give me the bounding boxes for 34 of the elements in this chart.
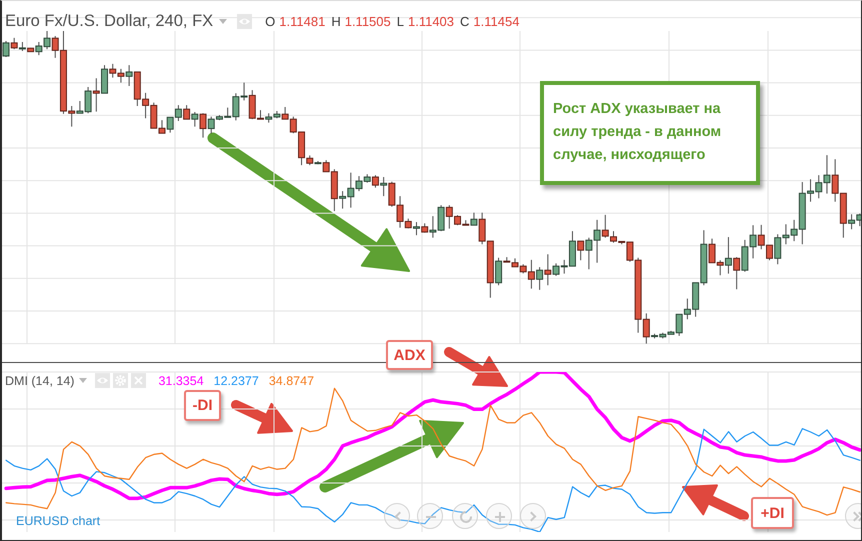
annotation: EURUSD chart <box>16 514 100 528</box>
candlestick <box>92 78 100 112</box>
candlestick <box>577 240 584 261</box>
candlestick <box>191 111 198 128</box>
chart-title: Euro Fx/U.S. Dollar, 240, FX <box>5 12 214 31</box>
annotation: -DI <box>192 397 212 414</box>
candlestick <box>10 37 18 50</box>
series-label: 34.8747 <box>268 374 314 388</box>
text: 12.2377 <box>214 374 259 388</box>
chart-subtitle: O 1.11481 H 1.11505 L 1.11403 C 1.11454 <box>265 14 520 29</box>
candlestick <box>412 222 420 236</box>
candlestick <box>183 104 190 120</box>
candlestick <box>733 256 740 290</box>
candlestick <box>372 174 379 188</box>
candlestick <box>306 154 314 166</box>
label-box: ADX <box>386 340 433 370</box>
candlestick <box>495 257 502 286</box>
annotation: +DI <box>760 504 784 522</box>
candlestick <box>200 112 207 138</box>
legend-title: DMI (14, 14) <box>5 374 74 388</box>
candlestick <box>380 176 388 197</box>
candlestick <box>470 212 478 226</box>
note-box: Рост ADX указывает на силу тренда - в данном случае, нисходящего <box>540 81 760 185</box>
candlestick <box>724 236 732 274</box>
text: 31.3354 <box>158 374 204 388</box>
annotation: Рост ADX указывает на силу тренда - в данном случае, нисходящего <box>553 101 722 163</box>
candlestick <box>2 40 10 58</box>
label-box: -DI <box>184 390 221 421</box>
candlestick <box>544 254 552 286</box>
candlestick <box>18 41 26 52</box>
candlestick <box>536 266 544 290</box>
label-box: +DI <box>751 497 794 529</box>
candlestick <box>126 64 133 87</box>
candlestick <box>602 214 609 238</box>
